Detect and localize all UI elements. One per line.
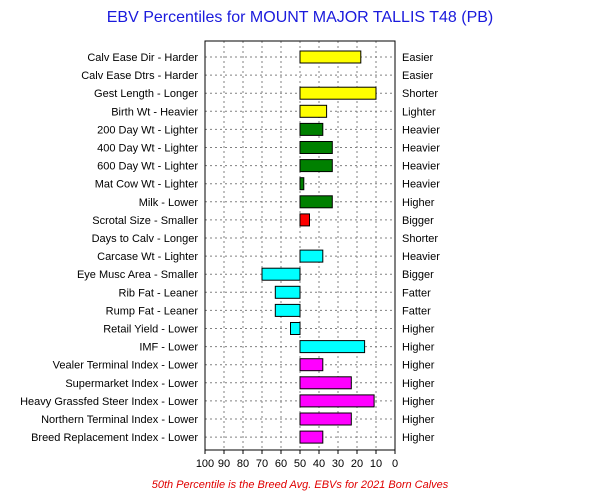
bar [299, 122, 324, 136]
row-label-right: Higher [402, 378, 435, 390]
bar [299, 86, 377, 100]
row-label-right: Fatter [402, 305, 431, 317]
row-label-right: Easier [402, 70, 434, 82]
bar [299, 141, 333, 154]
row-label-left: IMF - Lower [139, 342, 198, 354]
row-label-right: Higher [402, 360, 435, 372]
x-tick-label: 30 [332, 458, 344, 470]
row-label-left: Gest Length - Longer [94, 88, 198, 100]
row-label-right: Shorter [402, 88, 438, 100]
x-tick-label: 10 [370, 458, 382, 470]
x-tick-label: 20 [351, 458, 363, 470]
row-label-right: Higher [402, 342, 435, 354]
row-label-left: Calv Ease Dir - Harder [87, 52, 198, 64]
row-label-left: Days to Calv - Longer [92, 233, 199, 245]
x-tick-label: 50 [294, 458, 306, 470]
x-tick-label: 60 [275, 458, 287, 470]
bar [290, 322, 301, 335]
bar [299, 430, 324, 444]
row-label-right: Lighter [402, 106, 436, 118]
bar [274, 303, 301, 317]
row-label-right: Bigger [402, 269, 434, 281]
chart-title: EBV Percentiles for MOUNT MAJOR TALLIS T… [107, 9, 493, 26]
row-label-left: Supermarket Index - Lower [65, 378, 198, 390]
row-label-left: Milk - Lower [139, 197, 199, 209]
row-label-right: Heavier [402, 179, 440, 191]
row-label-right: Shorter [402, 233, 438, 245]
row-label-right: Heavier [402, 143, 440, 155]
row-label-left: Vealer Terminal Index - Lower [53, 360, 199, 372]
row-label-right: Higher [402, 396, 435, 408]
x-tick-label: 90 [218, 458, 230, 470]
row-label-left: Heavy Grassfed Steer Index - Lower [20, 396, 198, 408]
bar [299, 104, 328, 118]
bar [261, 267, 301, 281]
bar [299, 340, 366, 354]
row-label-left: Eye Musc Area - Smaller [77, 269, 198, 281]
row-label-left: Birth Wt - Heavier [111, 106, 198, 118]
row-label-left: 600 Day Wt - Lighter [97, 161, 198, 173]
bar [274, 285, 301, 299]
row-label-left: Rib Fat - Leaner [119, 287, 199, 299]
x-tick-label: 100 [196, 458, 214, 470]
x-tick-label: 80 [237, 458, 249, 470]
x-tick-label: 0 [392, 458, 398, 470]
row-label-left: Calv Ease Dtrs - Harder [81, 70, 198, 82]
row-label-left: Mat Cow Wt - Lighter [95, 179, 199, 191]
row-label-right: Higher [402, 324, 435, 336]
left-labels: Calv Ease Dir - Harder Calv Ease Dtrs - H… [20, 52, 198, 444]
bar [299, 177, 305, 191]
x-axis-ticks: 100 90 80 70 60 50 40 30 20 10 0 [196, 450, 398, 470]
row-label-right: Heavier [402, 251, 440, 263]
row-label-right: Higher [402, 414, 435, 426]
row-label-left: 200 Day Wt - Lighter [97, 124, 198, 136]
row-label-right: Heavier [402, 161, 440, 173]
x-tick-label: 40 [313, 458, 325, 470]
row-label-left: Northern Terminal Index - Lower [41, 414, 198, 426]
bar [299, 195, 333, 209]
bar [299, 358, 324, 372]
row-label-right: Bigger [402, 215, 434, 227]
footnote: 50th Percentile is the Breed Avg. EBVs f… [152, 479, 449, 491]
bar [299, 159, 333, 173]
bar [299, 394, 375, 408]
bar [299, 412, 352, 426]
row-label-left: 400 Day Wt - Lighter [97, 143, 198, 155]
row-label-left: Scrotal Size - Smaller [92, 215, 198, 227]
bar [299, 249, 324, 263]
row-label-right: Higher [402, 197, 435, 209]
x-tick-label: 70 [256, 458, 268, 470]
bar [299, 50, 362, 64]
row-label-right: Fatter [402, 287, 431, 299]
row-label-left: Carcase Wt - Lighter [97, 251, 198, 263]
bars [261, 50, 377, 444]
right-labels: Easier Easier Shorter Lighter Heavier Heavier… [402, 52, 440, 444]
row-label-left: Retail Yield - Lower [103, 324, 198, 336]
row-label-left: Breed Replacement Index - Lower [31, 432, 198, 444]
row-label-right: Heavier [402, 124, 440, 136]
row-label-right: Easier [402, 52, 434, 64]
row-label-right: Higher [402, 432, 435, 444]
bar [299, 376, 352, 390]
bar [299, 213, 310, 227]
row-label-left: Rump Fat - Leaner [106, 305, 199, 317]
